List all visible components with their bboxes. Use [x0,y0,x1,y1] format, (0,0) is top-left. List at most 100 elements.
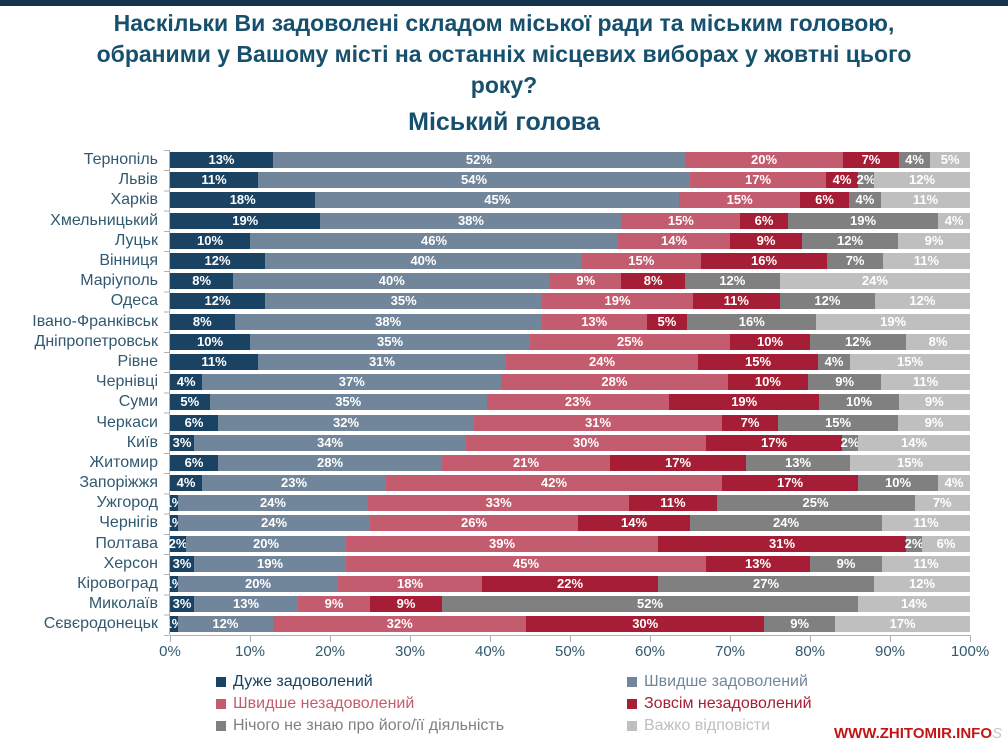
bar-segment-value: 12% [908,576,936,592]
chart-row: Дніпропетровськ 10% 35% 25% 10% 12% 8% [0,332,1008,352]
bar-segment: 24% [177,495,368,512]
legend-label: Нічого не знаю про його/її діяльність [233,717,505,734]
bar-segment: 2% [905,535,923,552]
bar-segment-value: 37% [338,374,365,390]
stacked-bar: 19% 38% 15% 6% 19% 4% [170,212,970,229]
bar-segment-value: 4% [855,192,875,208]
bar-segment-value: 17% [760,434,788,450]
bar-segment-value: 6% [184,414,204,430]
bar-segment-value: 31% [368,353,396,369]
bar-segment: 9% [898,232,970,249]
bar-segment-value: 31% [584,414,612,430]
bar-segment: 16% [700,253,828,270]
bar-segment: 9% [370,596,442,613]
bar-segment: 11% [629,495,717,512]
legend-item: Важко відповісти [627,715,812,737]
category-label: Сєвєродонецьк [43,615,158,633]
chart-row: Маріуполь 8% 40% 9% 8% 12% 24% [0,271,1008,291]
category-label: Черкаси [96,413,158,431]
bar-segment-value: 17% [889,616,916,632]
category-label: Чернігів [99,514,158,532]
bar-segment: 13% [194,596,298,613]
plot-rows: Тернопіль 13% 52% 20% 7% 4% 5% Львів 11% 54% 17% 4%… [0,150,1008,635]
legend-swatch [216,721,226,731]
bar-segment: 11% [881,374,970,391]
bar-segment: 10% [730,333,810,350]
bar-segment: 5% [930,152,970,169]
bar-segment: 15% [850,353,970,370]
legend-column: Швидше задоволений Зовсім незадоволений Ва… [627,671,812,737]
chart-title: Наскільки Ви задоволені складом міської … [0,8,1008,101]
stacked-bar: 4% 37% 28% 10% 9% 11% [170,374,970,391]
bar-segment-value: 12% [844,333,872,349]
legend-label: Швидше незадоволений [233,695,415,712]
bar-segment: 14% [578,515,690,532]
bar-segment: 7% [827,253,883,270]
bar-segment: 3% [170,434,194,451]
legend-swatch [216,699,226,709]
bar-segment-value: 20% [751,152,778,168]
bar-segment: 6% [170,454,218,471]
bar-segment-value: 38% [457,212,484,228]
bar-segment: 31% [258,353,506,370]
bar-segment: 6% [170,414,218,431]
category-label: Ужгород [96,494,159,512]
bar-segment: 14% [618,232,730,249]
stacked-bar: 18% 45% 15% 6% 4% 11% [170,192,970,209]
bar-segment: 39% [346,535,658,552]
bar-segment: 31% [658,535,906,552]
bar-segment: 18% [338,576,482,593]
bar-segment-value: 8% [192,273,212,289]
bar-segment: 20% [186,535,346,552]
bar-segment: 12% [684,273,780,290]
chart-title-line-3: року? [470,72,538,98]
category-label: Дніпропетровськ [34,332,159,350]
bar-segment-value: 19% [604,293,631,309]
x-tick-label: 0% [159,643,181,660]
chart-row: Хмельницький 19% 38% 15% 6% 19% 4% [0,211,1008,231]
bar-segment-value: 9% [836,555,856,571]
bar-segment-value: 15% [744,353,772,369]
category-label: Львів [118,171,158,189]
bar-segment: 3% [170,555,194,572]
bar-segment: 12% [874,576,970,593]
bar-segment: 35% [250,333,530,350]
bar-segment: 30% [466,434,706,451]
category-label: Полтава [95,534,158,552]
bar-segment: 15% [850,454,970,471]
bar-segment: 34% [194,434,466,451]
bar-segment: 10% [727,374,809,391]
stacked-bar: 3% 13% 9% 9% 52% 14% [170,596,970,613]
bar-segment-value: 19% [731,394,758,410]
bar-segment-value: 15% [628,253,655,269]
bar-segment: 23% [486,394,669,411]
bar-segment-value: 21% [512,454,540,470]
bar-segment: 1% [165,515,183,532]
bar-segment: 9% [898,394,970,411]
bar-segment: 1% [165,495,183,512]
bar-segment: 11% [170,353,258,370]
bar-segment: 12% [874,293,970,310]
bar-segment: 46% [250,232,618,249]
bar-segment: 9% [550,273,622,290]
bar-segment-value: 52% [636,596,664,612]
bar-segment-value: 35% [390,293,417,309]
bar-segment-value: 25% [802,495,829,511]
category-label: Кіровоград [77,575,158,593]
bar-segment-value: 20% [244,576,272,592]
bar-segment: 40% [233,273,551,290]
chart-row: Черкаси 6% 32% 31% 7% 15% 9% [0,412,1008,432]
stacked-bar: 13% 52% 20% 7% 4% 5% [170,152,970,169]
bar-segment: 30% [526,616,765,633]
stacked-bar: 11% 31% 24% 15% 4% 15% [170,353,970,370]
bar-segment: 10% [170,232,250,249]
bar-segment: 22% [482,576,658,593]
bar-segment-value: 11% [912,192,939,208]
bar-segment-value: 18% [396,576,424,592]
bar-segment: 15% [621,212,741,229]
bar-segment-value: 3% [172,555,192,571]
chart-row: Одеса 12% 35% 19% 11% 12% 12% [0,291,1008,311]
legend-label: Швидше задоволений [644,673,808,690]
bar-segment: 38% [234,313,542,330]
bar-segment: 17% [690,172,826,189]
